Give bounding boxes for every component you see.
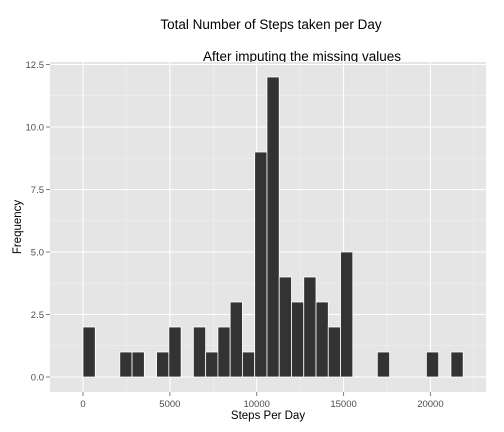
histogram-bar	[279, 277, 291, 377]
x-axis: 0 5000 10000 15000 20000	[80, 392, 443, 410]
histogram-bar	[120, 352, 132, 377]
histogram-bar	[255, 152, 267, 377]
histogram-bar	[157, 352, 169, 377]
histogram-bar	[328, 327, 340, 377]
histogram-bar	[341, 252, 353, 377]
y-tick-label: 7.5	[31, 185, 44, 196]
x-tick-label: 20000	[417, 399, 443, 410]
y-tick-label: 12.5	[26, 60, 45, 71]
x-tick-label: 15000	[330, 399, 356, 410]
histogram-bar	[267, 77, 279, 377]
histogram-bar	[304, 277, 316, 377]
histogram-bar	[230, 302, 242, 377]
x-tick-label: 0	[80, 399, 85, 410]
histogram-bar	[83, 327, 95, 377]
histogram-bar	[316, 302, 328, 377]
histogram-bar	[193, 327, 205, 377]
x-tick-label: 5000	[159, 399, 180, 410]
y-tick-label: 2.5	[31, 310, 44, 321]
histogram-bar	[169, 327, 181, 377]
y-axis-title: Frequency	[12, 200, 24, 255]
histogram-bar	[218, 327, 230, 377]
chart-subtitle: After imputing the missing values	[203, 49, 401, 64]
histogram-bar	[242, 352, 254, 377]
histogram-bar	[377, 352, 389, 377]
y-tick-label: 5.0	[31, 248, 44, 259]
y-tick-label: 0.0	[31, 373, 44, 384]
histogram-bar	[291, 302, 303, 377]
x-tick-label: 10000	[243, 399, 269, 410]
histogram-bar	[426, 352, 438, 377]
y-tick-label: 10.0	[26, 123, 45, 134]
histogram-bar	[206, 352, 218, 377]
histogram-bar	[451, 352, 463, 377]
y-axis: 0.0 2.5 5.0 7.5 10.0 12.5	[26, 60, 51, 384]
histogram-bar	[132, 352, 144, 377]
x-axis-title: Steps Per Day	[231, 410, 305, 422]
chart-title: Total Number of Steps taken per Day	[160, 17, 382, 32]
